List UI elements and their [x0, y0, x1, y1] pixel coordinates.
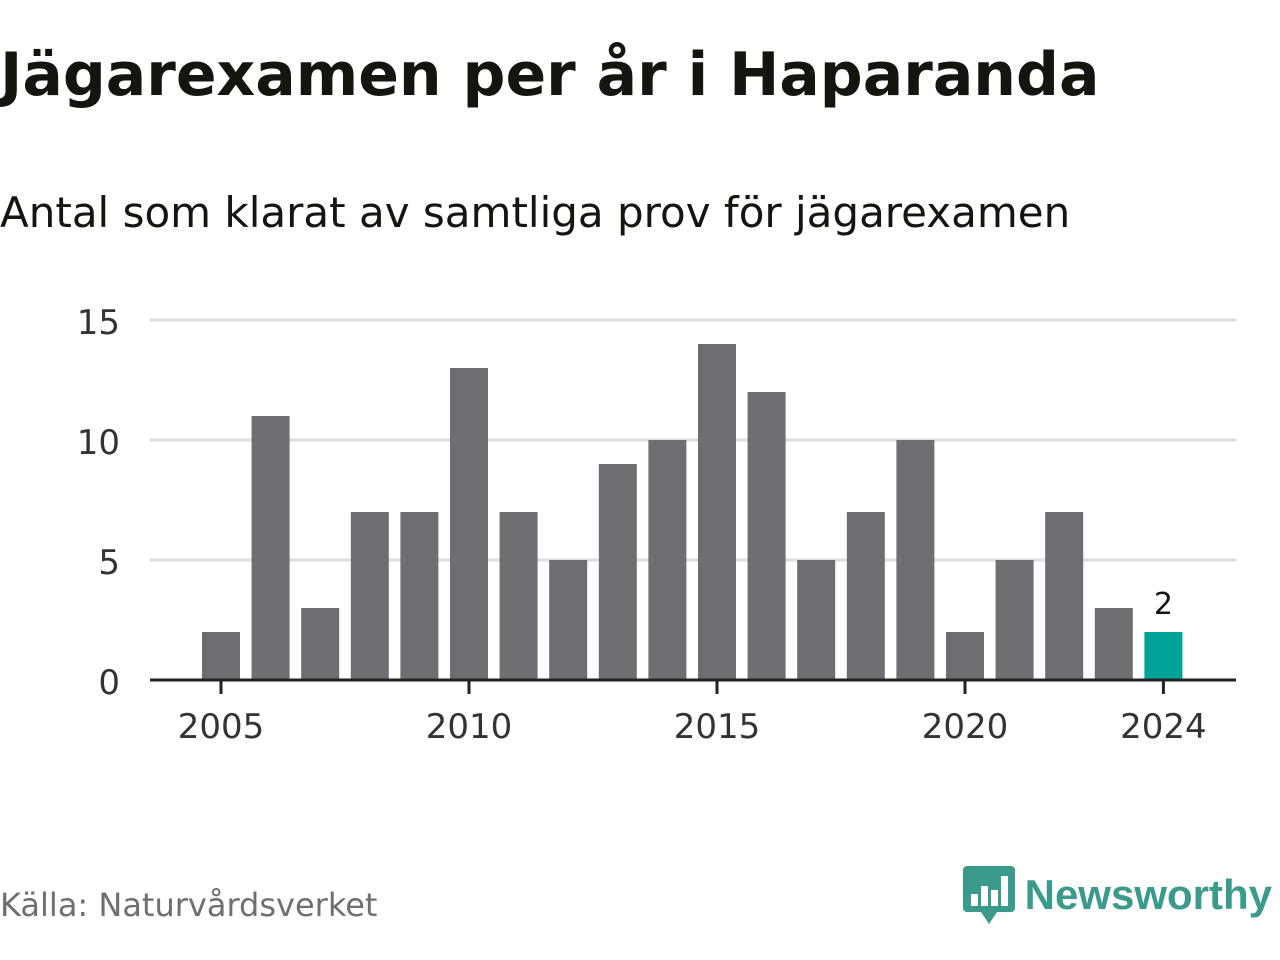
chart-subtitle: Antal som klarat av samtliga prov för jä… — [0, 188, 1071, 237]
bar-2024 — [1144, 632, 1183, 680]
bar-2020 — [946, 632, 984, 680]
bar-2017 — [797, 560, 836, 680]
bar-2016 — [747, 392, 786, 680]
bar-2012 — [549, 560, 588, 680]
bar-2006 — [251, 416, 290, 680]
y-tick-label: 5 — [98, 543, 120, 583]
bar-2018 — [846, 512, 885, 680]
data-label-2024: 2 — [1154, 587, 1173, 622]
bars — [202, 344, 1183, 680]
y-tick-label: 15 — [77, 303, 120, 343]
bar-2007 — [301, 608, 340, 680]
bar-2013 — [598, 464, 637, 680]
x-tick-label: 2010 — [426, 707, 513, 747]
bar-2005 — [202, 632, 240, 680]
x-tick-label: 2024 — [1120, 707, 1207, 747]
bar-2019 — [896, 440, 935, 680]
axes — [150, 678, 1236, 694]
bar-2010 — [450, 368, 488, 680]
bar-2008 — [350, 512, 389, 680]
brand-logo: Newsworthy — [962, 866, 1272, 924]
bar-2011 — [499, 512, 538, 680]
y-tick-label: 0 — [98, 663, 120, 703]
bar-2021 — [995, 560, 1034, 680]
bar-2022 — [1045, 512, 1084, 680]
bar-2009 — [400, 512, 439, 680]
chart-title: Jägarexamen per år i Haparanda — [0, 40, 1100, 110]
x-tick-label: 2020 — [922, 707, 1009, 747]
bar-2014 — [648, 440, 687, 680]
brand-name: Newsworthy — [1024, 871, 1272, 918]
x-tick-label: 2005 — [178, 707, 265, 747]
tick-labels: 0 5 10 15 2 2005 2010 2015 2020 2024 — [77, 303, 1207, 747]
x-tick-label: 2015 — [674, 707, 761, 747]
bar-2023 — [1094, 608, 1133, 680]
bar-chart-speech-bubble-icon — [962, 866, 1015, 924]
y-tick-label: 10 — [77, 423, 120, 463]
source-note: Källa: Naturvårdsverket — [0, 886, 378, 924]
bar-2015 — [698, 344, 736, 680]
